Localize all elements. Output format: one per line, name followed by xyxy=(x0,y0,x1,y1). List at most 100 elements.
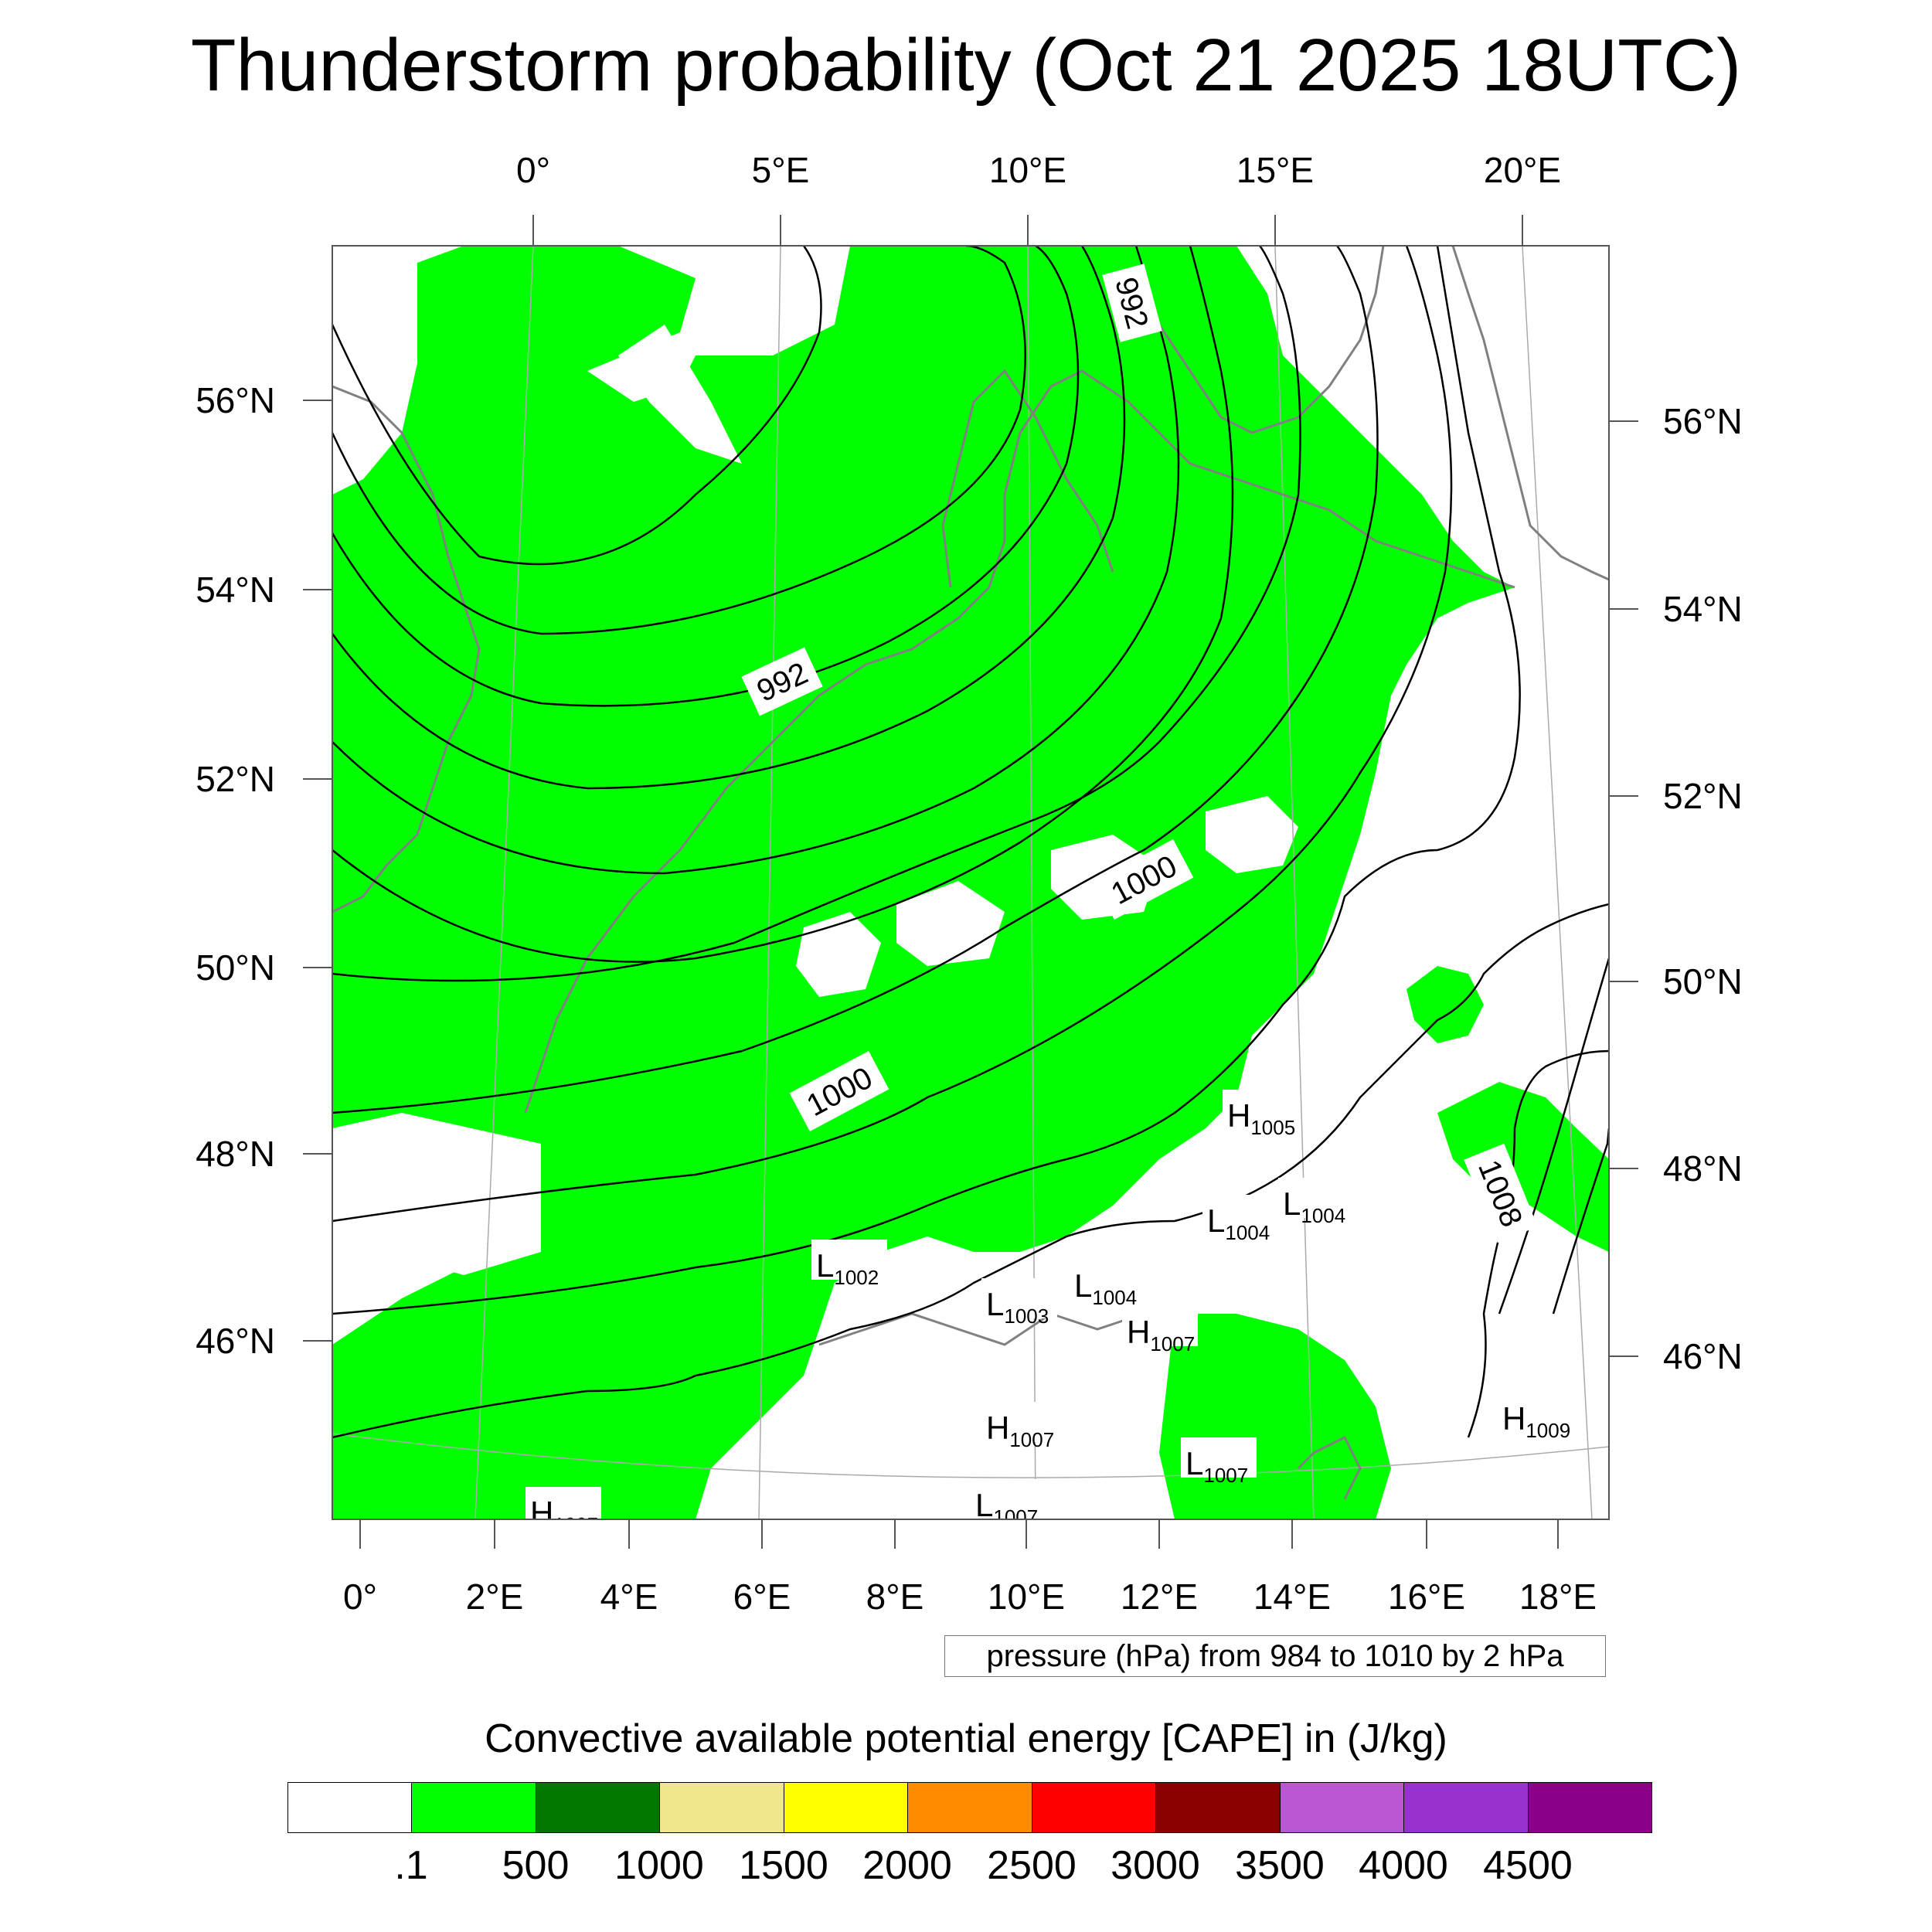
cape-gap-1 xyxy=(796,912,881,997)
pressure-contour-note: pressure (hPa) from 984 to 1010 by 2 hPa xyxy=(944,1635,1606,1677)
legend-swatch xyxy=(908,1783,1032,1832)
legend-tick-label: 500 xyxy=(502,1843,570,1888)
top-lon-label: 10°E xyxy=(989,150,1066,190)
bottom-lon-label: 16°E xyxy=(1388,1577,1465,1617)
isobar-9 xyxy=(332,246,1453,1223)
left-lat-label: 48°N xyxy=(196,1134,275,1174)
isobar-1 xyxy=(332,246,822,566)
coast-baltic xyxy=(1451,246,1609,581)
legend-tick-label: 4500 xyxy=(1483,1843,1573,1888)
isobar-13 xyxy=(1498,957,1609,1315)
bottom-lon-label: 18°E xyxy=(1519,1577,1597,1617)
top-lon-label: 15°E xyxy=(1236,150,1314,190)
legend-swatch xyxy=(1404,1783,1529,1832)
cape-color-legend xyxy=(287,1782,1652,1833)
right-lat-label: 54°N xyxy=(1663,589,1743,629)
left-lat-labels: 56°N 54°N 52°N 50°N 48°N 46°N xyxy=(196,380,275,1361)
svg-text:H1007: H1007 xyxy=(1127,1314,1195,1355)
bottom-lon-label: 2°E xyxy=(466,1577,524,1617)
cape-region-east xyxy=(1437,1082,1609,1252)
cape-region-main xyxy=(332,246,1515,1519)
isobar-4 xyxy=(332,246,1126,790)
right-lat-labels: 56°N 54°N 52°N 50°N 48°N 46°N xyxy=(1663,401,1743,1376)
pressure-center-l-1002: L1002 xyxy=(811,1240,887,1289)
pressure-centers: H1005 L1004 L1004 L1002 L1004 L1003 xyxy=(526,1090,1573,1529)
legend-swatch xyxy=(1528,1783,1651,1832)
cape-region-east-small xyxy=(1406,966,1484,1043)
pressure-center-h-1009: H1009 xyxy=(1498,1393,1573,1442)
right-lat-label: 50°N xyxy=(1663,961,1743,1002)
graticule xyxy=(332,246,1609,1519)
left-lat-label: 56°N xyxy=(196,380,275,420)
legend-swatch xyxy=(1032,1783,1157,1832)
isobar-7 xyxy=(332,246,1301,982)
legend-swatch xyxy=(1280,1783,1405,1832)
bottom-lon-label: 4°E xyxy=(600,1577,658,1617)
legend-title: Convective available potential energy [C… xyxy=(485,1716,1447,1761)
svg-text:L1007: L1007 xyxy=(1185,1445,1248,1487)
border-alps xyxy=(818,1312,1145,1346)
legend-tick-label: 4000 xyxy=(1359,1843,1448,1888)
pressure-center-l-1004-b: L1004 xyxy=(1202,1195,1278,1244)
left-lat-label: 52°N xyxy=(196,759,275,799)
isobars xyxy=(332,246,1609,1439)
isobar-8 xyxy=(332,246,1379,1114)
right-lat-label: 46°N xyxy=(1663,1336,1743,1376)
isobar-6 xyxy=(332,246,1234,963)
isobar-label-992-top: 992 xyxy=(1102,264,1162,342)
axis-ticks xyxy=(303,215,1638,1549)
legend-swatch xyxy=(412,1783,536,1832)
chart-title: Thunderstorm probability (Oct 21 2025 18… xyxy=(190,24,1742,107)
coast-adriatic xyxy=(1297,1435,1362,1500)
isobar-14 xyxy=(1552,1128,1609,1315)
svg-text:H1005: H1005 xyxy=(1227,1097,1295,1139)
svg-text:L1003: L1003 xyxy=(986,1286,1049,1328)
legend-swatch xyxy=(536,1783,661,1832)
bottom-lon-label: 10°E xyxy=(988,1577,1065,1617)
map-area: 992 992 1000 1000 1008 H1005 L1004 xyxy=(332,246,1609,1529)
left-lat-label: 46°N xyxy=(196,1321,275,1361)
legend-tick-label: 3000 xyxy=(1111,1843,1200,1888)
pressure-center-l-1003: L1003 xyxy=(981,1278,1057,1328)
left-lat-label: 54°N xyxy=(196,570,275,610)
isobar-11 xyxy=(332,903,1609,1439)
coast-denmark xyxy=(941,369,1114,588)
legend-swatch xyxy=(784,1783,909,1832)
coast-british-isles xyxy=(332,385,481,913)
legend-swatch xyxy=(660,1783,784,1832)
bottom-lon-label: 0° xyxy=(343,1577,377,1617)
top-lon-label: 20°E xyxy=(1484,150,1561,190)
bottom-lon-label: 6°E xyxy=(733,1577,791,1617)
legend-tick-label: 3500 xyxy=(1235,1843,1325,1888)
pressure-center-l-1004-c: L1004 xyxy=(1070,1260,1145,1309)
bottom-lon-label: 14°E xyxy=(1253,1577,1331,1617)
isobar-10 xyxy=(332,246,1521,1315)
isobar-5 xyxy=(332,246,1180,875)
cape-gap-4 xyxy=(1206,796,1298,873)
svg-text:L1004: L1004 xyxy=(1283,1185,1345,1227)
legend-tick-label: 2000 xyxy=(862,1843,952,1888)
svg-text:L1007: L1007 xyxy=(975,1487,1038,1529)
cape-gap-5 xyxy=(618,325,742,464)
legend-swatch xyxy=(1156,1783,1281,1832)
top-lon-label: 5°E xyxy=(752,150,810,190)
legend-tick-label: .1 xyxy=(394,1843,428,1888)
coast-continental xyxy=(524,369,1515,1114)
pressure-center-h-1007-b: H1007 xyxy=(981,1402,1057,1451)
isobar-3 xyxy=(332,246,1080,707)
right-lat-label: 56°N xyxy=(1663,401,1743,441)
pressure-center-l-1004-a: L1004 xyxy=(1278,1178,1354,1227)
svg-text:L1004: L1004 xyxy=(1207,1202,1270,1244)
bottom-lon-label: 8°E xyxy=(866,1577,924,1617)
isobar-2 xyxy=(332,246,1026,635)
right-lat-label: 52°N xyxy=(1663,776,1743,816)
svg-text:H1007: H1007 xyxy=(986,1410,1054,1451)
coast-scandinavia xyxy=(1119,246,1385,434)
bottom-lon-labels: 0° 2°E 4°E 6°E 8°E 10°E 12°E 14°E 16°E 1… xyxy=(343,1577,1597,1617)
bottom-lon-label: 12°E xyxy=(1121,1577,1198,1617)
top-lon-label: 0° xyxy=(516,150,550,190)
pressure-center-h-1005: H1005 xyxy=(1223,1090,1298,1139)
legend-tick-label: 1000 xyxy=(614,1843,704,1888)
map-border xyxy=(332,245,1610,1520)
